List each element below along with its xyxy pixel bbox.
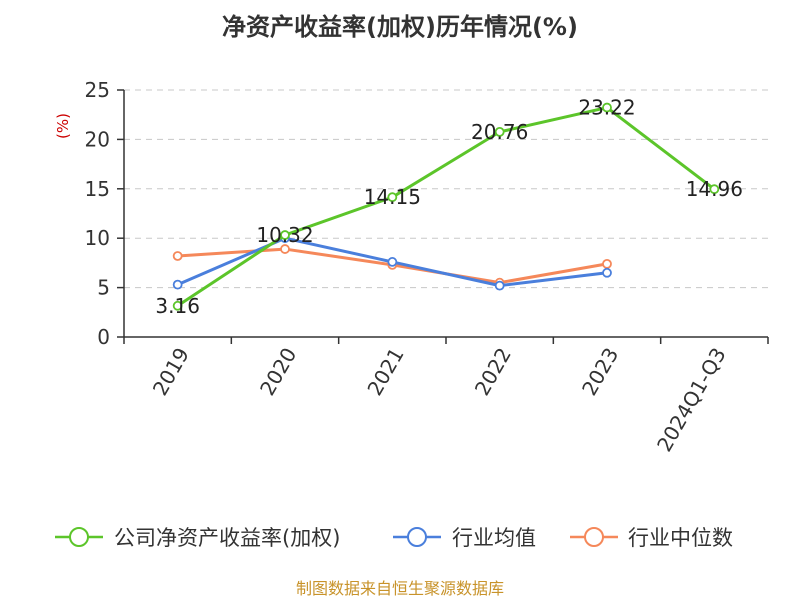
data-label: 20.76 — [471, 120, 528, 144]
series-point — [602, 267, 612, 278]
data-label: 14.96 — [686, 177, 743, 201]
series-point — [172, 300, 183, 311]
series-point — [280, 230, 290, 240]
legend-swatch-marker — [584, 527, 604, 547]
x-tick-label: 2023 — [577, 344, 623, 400]
series-point — [602, 102, 612, 113]
legend-label: 公司净资产收益率(加权) — [114, 526, 340, 550]
x-tick-label: 2020 — [255, 344, 301, 400]
legend-label: 行业均值 — [452, 526, 536, 550]
series-point — [709, 184, 720, 195]
y-tick-label: 10 — [85, 226, 110, 250]
legend: 公司净资产收益率(加权) 行业均值 行业中位数 — [55, 526, 733, 550]
series-point — [387, 257, 398, 267]
data-label: 23.22 — [578, 96, 635, 120]
chart-title: 净资产收益率(加权)历年情况(%) — [222, 13, 578, 41]
series-layer — [172, 102, 720, 311]
series-point — [494, 126, 505, 137]
series-line — [176, 106, 716, 308]
axis-layer: 0 5 10 15 20 25 2019 2020 2021 2022 2023 2024Q1-Q3 — [85, 78, 769, 456]
data-label-layer: 3.16 10.32 14.15 20.76 23.22 14.96 — [155, 96, 743, 318]
x-tick-label: 2024Q1-Q3 — [652, 344, 731, 456]
x-tick-label: 2019 — [148, 344, 194, 400]
series-point — [387, 192, 398, 203]
y-axis-label: (%) — [54, 113, 72, 139]
y-tick-label: 15 — [85, 177, 110, 201]
series-point — [494, 280, 505, 291]
series-point — [172, 251, 183, 261]
legend-swatch-marker — [69, 527, 89, 547]
data-label: 3.16 — [155, 294, 200, 318]
legend-label: 行业中位数 — [628, 526, 733, 550]
data-source-note: 制图数据来自恒生聚源数据库 — [296, 579, 504, 598]
x-tick-label: 2021 — [362, 344, 408, 400]
series-point — [280, 244, 290, 254]
legend-swatch-marker — [407, 527, 427, 547]
y-tick-label: 5 — [97, 276, 110, 300]
y-tick-label: 0 — [97, 325, 110, 349]
y-tick-label: 20 — [85, 127, 110, 151]
grid-layer — [124, 89, 768, 289]
data-label: 10.32 — [256, 223, 313, 247]
series-point — [172, 279, 183, 290]
data-label: 14.15 — [364, 185, 421, 209]
x-tick-label: 2022 — [470, 344, 516, 400]
series-point — [602, 258, 612, 269]
y-tick-label: 25 — [85, 78, 110, 102]
